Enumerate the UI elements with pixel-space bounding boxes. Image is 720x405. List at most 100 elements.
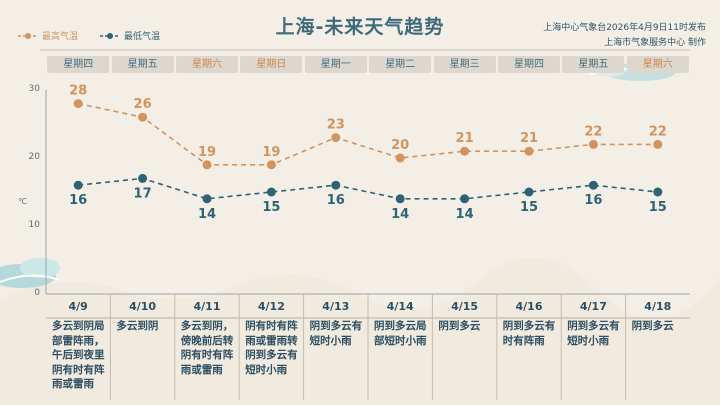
low-temp-point xyxy=(588,180,598,190)
weekday-tab: 星期五 xyxy=(111,56,174,73)
high-temp-label: 21 xyxy=(520,131,538,146)
weekday-tab: 星期二 xyxy=(369,56,432,73)
forecast-description: 阴到多云 xyxy=(432,319,496,334)
description-line: 多云到阴， xyxy=(180,320,234,332)
forecast-date: 4/15 xyxy=(451,300,479,313)
high-temp-point xyxy=(266,160,276,170)
y-tick-label: 20 xyxy=(28,152,40,162)
description-line: 短时小雨 xyxy=(309,334,352,347)
low-temp-label: 15 xyxy=(649,200,667,215)
legend-low-label: 最低气温 xyxy=(124,32,161,42)
description-line: 傍晚前后转 xyxy=(180,334,234,347)
description-line: 雨或雷雨 xyxy=(52,378,94,390)
description-line: 阴到多云有 xyxy=(309,320,363,332)
high-temp-label: 20 xyxy=(391,138,409,153)
high-temp-label: 21 xyxy=(456,131,474,146)
legend-high-swatch xyxy=(18,31,38,41)
high-temp-label: 19 xyxy=(198,145,216,160)
low-temp-label: 16 xyxy=(69,193,87,208)
low-temp-point xyxy=(266,187,276,197)
low-temp-point xyxy=(73,180,83,190)
weekday-tab: 星期三 xyxy=(433,56,496,73)
forecast-description: 多云到阴局部雷阵雨， 午后到夜里阴有时有阵雨或雷雨 xyxy=(46,319,110,392)
description-line: 雨或雷雨转 xyxy=(245,334,298,347)
issuer-line-1: 上海中心气象台2026年4月9日11时发布 xyxy=(543,23,706,33)
low-temp-label: 16 xyxy=(584,193,602,208)
forecast-description: 多云到阴， 傍晚前后转 阴有时有阵 雨或雷雨 xyxy=(175,319,239,377)
low-temp-label: 14 xyxy=(198,207,216,222)
weekday-tab: 星期五 xyxy=(562,56,625,73)
forecast-description: 阴到多云局部短时小雨 xyxy=(368,319,432,348)
issuer-line-2: 上海市气象服务中心 制作 xyxy=(604,38,706,48)
description-line: 阴到多云 xyxy=(438,320,481,332)
y-tick-label: 30 xyxy=(28,84,40,94)
high-temp-point xyxy=(395,153,405,163)
description-line: 部短时小雨 xyxy=(374,334,427,347)
forecast-date: 4/13 xyxy=(322,300,350,313)
high-temp-label: 28 xyxy=(69,84,87,99)
weekday-tab: 星期六 xyxy=(176,56,238,73)
description-line: 多云到阴局 xyxy=(52,320,105,332)
description-line: 阴到多云有 xyxy=(245,349,298,361)
forecast-date: 4/9 xyxy=(68,300,88,313)
y-axis-unit: ℃ xyxy=(18,197,27,206)
description-line: 部雷阵雨， xyxy=(52,334,105,347)
weekday-tab: 星期一 xyxy=(304,56,367,73)
forecast-description: 多云到阴 xyxy=(110,319,174,334)
high-temp-point xyxy=(138,112,148,122)
description-line: 阴有时有阵 xyxy=(245,320,298,332)
forecast-description: 阴到多云 xyxy=(626,319,690,334)
y-tick-label: 0 xyxy=(34,288,40,298)
weekday-tab: 星期四 xyxy=(498,56,560,73)
description-line: 阴到多云局 xyxy=(374,320,427,332)
description-line: 短时小雨 xyxy=(245,363,288,376)
high-temp-point xyxy=(331,133,341,143)
y-tick-label: 10 xyxy=(28,220,40,230)
forecast-description: 阴到多云有 短时小雨 xyxy=(561,319,625,348)
forecast-description: 阴有时有阵雨或雷雨转阴到多云有短时小雨 xyxy=(239,319,303,377)
low-temp-point xyxy=(395,194,405,204)
legend-low-swatch xyxy=(100,31,120,41)
description-line: 时有阵雨 xyxy=(502,334,545,347)
low-temp-point xyxy=(202,194,212,204)
high-temp-label: 22 xyxy=(649,124,667,139)
description-line: 阴到多云有 xyxy=(567,320,620,332)
legend-high: 最高气温 xyxy=(18,29,78,42)
weekday-tab: 星期四 xyxy=(47,56,110,73)
high-temp-point xyxy=(202,160,212,170)
high-temp-point xyxy=(653,139,663,149)
low-temp-label: 14 xyxy=(456,207,474,222)
high-temp-point xyxy=(73,99,83,109)
low-temp-label: 17 xyxy=(134,186,152,201)
high-temp-label: 19 xyxy=(262,145,280,160)
legend-high-label: 最高气温 xyxy=(42,32,79,42)
forecast-date: 4/14 xyxy=(386,300,414,313)
high-temp-point xyxy=(460,146,470,156)
description-line: 阴有时有阵 xyxy=(180,349,234,361)
description-line: 午后到夜里 xyxy=(52,349,105,361)
high-temp-point xyxy=(588,139,598,149)
low-temp-label: 15 xyxy=(520,200,538,215)
forecast-date: 4/12 xyxy=(257,300,285,313)
low-temp-label: 14 xyxy=(391,207,409,222)
description-line: 多云到阴 xyxy=(116,320,159,332)
forecast-date: 4/16 xyxy=(515,300,543,313)
low-temp-line xyxy=(78,177,658,200)
forecast-date: 4/17 xyxy=(579,300,607,313)
low-temp-point xyxy=(653,187,663,197)
low-temp-label: 16 xyxy=(327,193,345,208)
weekday-tab: 星期日 xyxy=(240,56,303,73)
forecast-description: 阴到多云有 短时小雨 xyxy=(304,319,368,348)
description-line: 短时小雨 xyxy=(567,334,610,347)
description-line: 阴到多云有 xyxy=(502,320,556,332)
low-temp-point xyxy=(524,187,534,197)
description-line: 阴有时有阵 xyxy=(52,363,105,376)
description-line: 阴到多云 xyxy=(631,320,674,332)
high-temp-label: 26 xyxy=(134,97,152,112)
page-title: 上海-未来天气趋势 xyxy=(275,16,445,38)
weekday-tab: 星期六 xyxy=(626,56,689,73)
high-temp-point xyxy=(524,146,534,156)
forecast-date: 4/11 xyxy=(193,300,221,313)
